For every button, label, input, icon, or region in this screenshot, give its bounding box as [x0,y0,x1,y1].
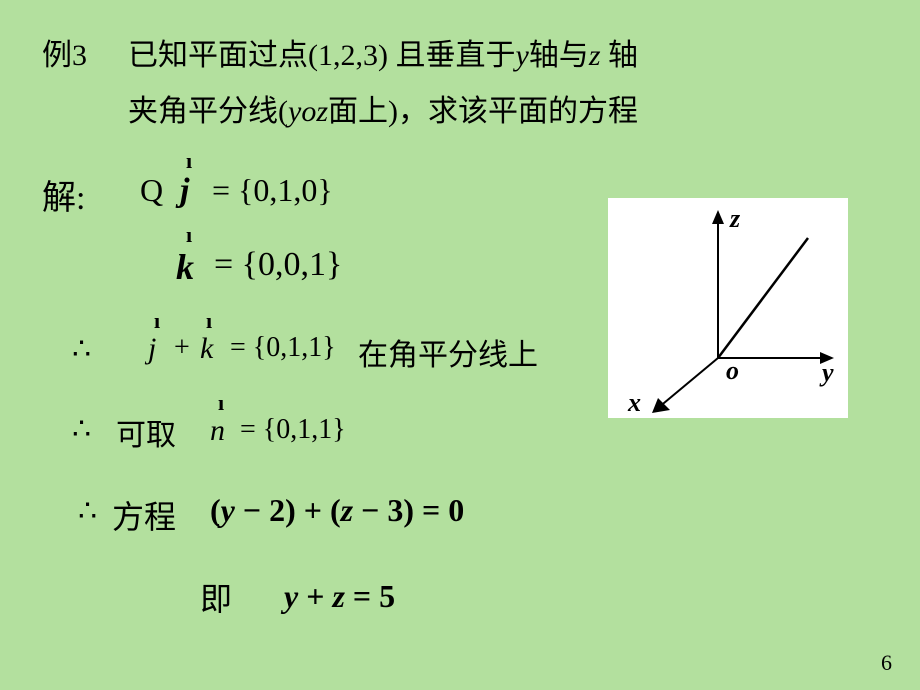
y-var: y [284,578,298,614]
z-var: z [332,578,344,614]
vec-j2: j [148,332,156,366]
vec-j: j [180,172,189,210]
vector-arrow-icon: ı [154,308,160,334]
therefore-symbol: ∴ [78,494,97,529]
point-text: (1,2,3) [308,39,388,72]
equals-text: = 5 [345,578,395,614]
vec-n-value: = {0,1,1} [240,414,346,446]
slide: 例3 已知平面过点(1,2,3) 且垂直于y轴与z 轴 夹角平分线(yoz面上)… [0,0,920,690]
vector-arrow-icon: ı [206,308,212,334]
paren: ( [210,492,221,528]
y-var: y [221,492,235,528]
therefore-symbol: ∴ [72,412,91,447]
problem-line2: 夹角平分线(yoz面上)，求该平面的方程 [128,86,638,130]
problem-text: 轴与 [529,39,589,72]
plus-sign: + [174,332,190,364]
jk-sum-value: = {0,1,1} [230,332,336,364]
therefore-symbol: ∴ [72,332,91,367]
problem-text: 夹角平分线( [128,95,288,128]
vector-arrow-icon: ı [186,222,192,248]
can-take-text: 可取 [116,410,176,454]
equation-label: 方程 [112,492,176,538]
equation-expr: (y − 2) + (z − 3) = 0 [210,492,464,529]
axis-diagram: z y x o [608,198,848,418]
yoz-text: yoz [288,95,328,128]
vector-arrow-icon: ı [218,390,224,416]
axis-y-label: y [822,358,834,388]
axis-x-label: x [628,388,641,418]
vec-n: n [210,414,225,448]
problem-text: 已知平面过点 [128,39,308,72]
solution-label: 解: [42,170,85,219]
axis-origin-label: o [726,356,739,386]
problem-line1: 已知平面过点(1,2,3) 且垂直于y轴与z 轴 [128,30,638,74]
because-symbol: Q [140,172,163,209]
ie-label: 即 [200,574,232,620]
y-var: y [515,39,528,72]
problem-text: 且垂直于 [395,39,515,72]
example-label: 例3 [42,30,87,74]
problem-text: 轴 [608,39,638,72]
problem-text: 面上)，求该平面的方程 [328,95,638,128]
vec-j-value: = {0,1,0} [212,172,333,209]
vec-k: k [176,246,194,288]
vec-k2: k [200,332,213,366]
z-var: z [341,492,353,528]
axis-z-label: z [730,204,740,234]
plus-sign: + [298,578,332,614]
final-equation: y + z = 5 [284,578,395,615]
jk-sum-text: 在角平分线上 [358,330,538,374]
vector-arrow-icon: ı [186,148,192,174]
z-var: z [589,39,601,72]
vec-k-value: = {0,0,1} [214,246,342,284]
expr-text: − 3) = 0 [353,492,464,528]
expr-text: − 2) + ( [235,492,341,528]
page-number: 6 [881,650,892,676]
